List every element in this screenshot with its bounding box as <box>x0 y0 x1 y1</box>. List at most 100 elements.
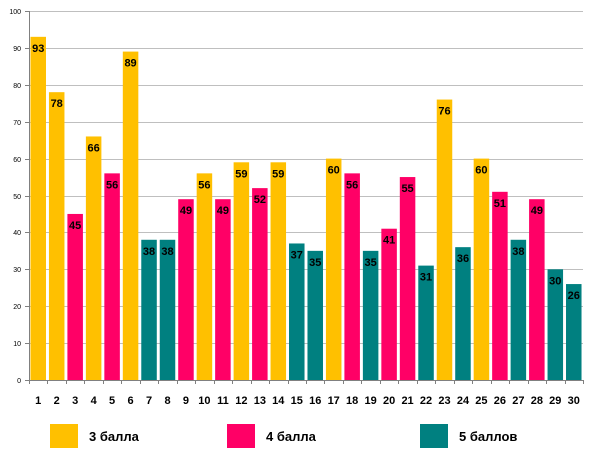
bar <box>492 191 508 380</box>
bar-value-label: 59 <box>272 168 284 180</box>
bar <box>381 228 397 380</box>
legend-swatch-teal <box>420 424 448 448</box>
bar <box>48 92 65 381</box>
x-tick-label: 22 <box>420 395 432 407</box>
x-tick-label: 26 <box>494 395 506 407</box>
bar <box>473 158 490 380</box>
bar-value-label: 55 <box>401 183 413 195</box>
x-tick-label: 24 <box>457 395 470 407</box>
bar-value-label: 37 <box>291 249 303 261</box>
x-tick-label: 13 <box>254 395 266 407</box>
y-tick-label: 80 <box>13 83 21 90</box>
bar-value-label: 38 <box>512 246 524 258</box>
x-axis: 1 2 3 4 5 6 7 8 9 10 11 12 13 14 15 16 17 18 19 20 21 22 23 24 2… <box>29 380 584 407</box>
bar <box>289 243 305 380</box>
bar-value-label: 60 <box>475 165 487 177</box>
x-tick-label: 11 <box>217 395 229 407</box>
bar-value-label: 31 <box>420 272 432 284</box>
x-tick-label: 23 <box>438 395 450 407</box>
legend-item-3-balla: 3 балла <box>50 424 139 448</box>
legend-label: 5 баллов <box>459 428 518 444</box>
bar-value-label: 35 <box>309 257 321 269</box>
x-tick-label: 14 <box>272 395 285 407</box>
bar <box>104 173 120 380</box>
bar-value-label: 89 <box>124 58 136 70</box>
bar-value-label: 45 <box>69 220 81 232</box>
x-tick-label: 4 <box>91 395 98 407</box>
bar <box>67 213 83 380</box>
x-tick-label: 8 <box>164 395 170 407</box>
bar <box>307 250 323 380</box>
x-tick-label: 7 <box>146 395 152 407</box>
y-tick-label: 30 <box>13 267 21 274</box>
bar-value-label: 60 <box>328 165 340 177</box>
bar <box>215 199 231 380</box>
legend-label: 3 балла <box>89 428 139 444</box>
bar <box>270 162 287 380</box>
x-tick-label: 21 <box>401 395 413 407</box>
x-tick-label: 28 <box>531 395 543 407</box>
bar-value-label: 36 <box>457 253 469 265</box>
bar <box>159 239 176 380</box>
bar <box>344 173 360 380</box>
x-tick-label: 6 <box>128 395 134 407</box>
bar <box>252 188 268 380</box>
legend-item-5-ballov: 5 баллов <box>420 424 517 448</box>
bar-value-label: 26 <box>568 290 580 302</box>
bar-value-label: 52 <box>254 194 266 206</box>
y-tick-label: 10 <box>13 341 21 348</box>
x-tick-label: 29 <box>549 395 561 407</box>
bar-value-label: 51 <box>494 198 506 210</box>
bar <box>362 250 379 380</box>
bar <box>30 36 46 381</box>
bar <box>325 158 342 380</box>
x-tick-label: 16 <box>309 395 321 407</box>
bar <box>510 239 527 380</box>
y-tick-label: 20 <box>13 304 21 311</box>
x-tick-label: 3 <box>72 395 78 407</box>
bar <box>399 177 416 380</box>
x-tick-label: 12 <box>235 395 247 407</box>
bar-value-label: 49 <box>180 205 192 217</box>
y-tick-label: 50 <box>13 194 21 201</box>
legend-label: 4 балла <box>266 428 316 444</box>
bar <box>233 162 250 380</box>
x-tick-label: 19 <box>365 395 377 407</box>
bar-value-label: 66 <box>88 142 100 154</box>
legend-swatch-yellow <box>50 424 78 448</box>
bar <box>418 265 434 380</box>
x-tick-label: 2 <box>54 395 60 407</box>
y-tick-label: 90 <box>13 46 21 53</box>
bar <box>566 284 582 380</box>
bar-value-label: 56 <box>198 179 210 191</box>
bar-value-label: 59 <box>235 168 247 180</box>
bar-value-label: 49 <box>217 205 229 217</box>
y-tick-label: 60 <box>13 157 21 164</box>
bar-value-label: 56 <box>106 179 118 191</box>
bar <box>547 269 564 380</box>
bar-value-label: 56 <box>346 179 358 191</box>
bar-value-label: 76 <box>438 106 450 118</box>
x-tick-label: 20 <box>383 395 395 407</box>
gridlines <box>29 11 583 344</box>
bar-value-label: 35 <box>365 257 377 269</box>
y-tick-label: 0 <box>17 378 21 385</box>
bar <box>436 99 453 380</box>
y-tick-label: 100 <box>9 9 21 16</box>
bar <box>141 239 157 380</box>
x-tick-label: 9 <box>183 395 189 407</box>
x-tick-label: 25 <box>475 395 487 407</box>
y-axis: 0 10 20 30 40 50 60 70 80 90 100 <box>9 9 30 385</box>
bar <box>529 199 545 380</box>
x-tick-label: 18 <box>346 395 358 407</box>
y-tick-label: 40 <box>13 230 21 237</box>
bar-value-label: 30 <box>549 275 561 287</box>
x-tick-label: 30 <box>568 395 580 407</box>
bar-value-label: 38 <box>161 246 173 258</box>
bar-value-label: 41 <box>383 235 395 247</box>
bar-value-label: 93 <box>32 43 44 55</box>
x-tick-label: 15 <box>291 395 303 407</box>
bar <box>122 51 139 381</box>
x-tick-label: 10 <box>198 395 210 407</box>
